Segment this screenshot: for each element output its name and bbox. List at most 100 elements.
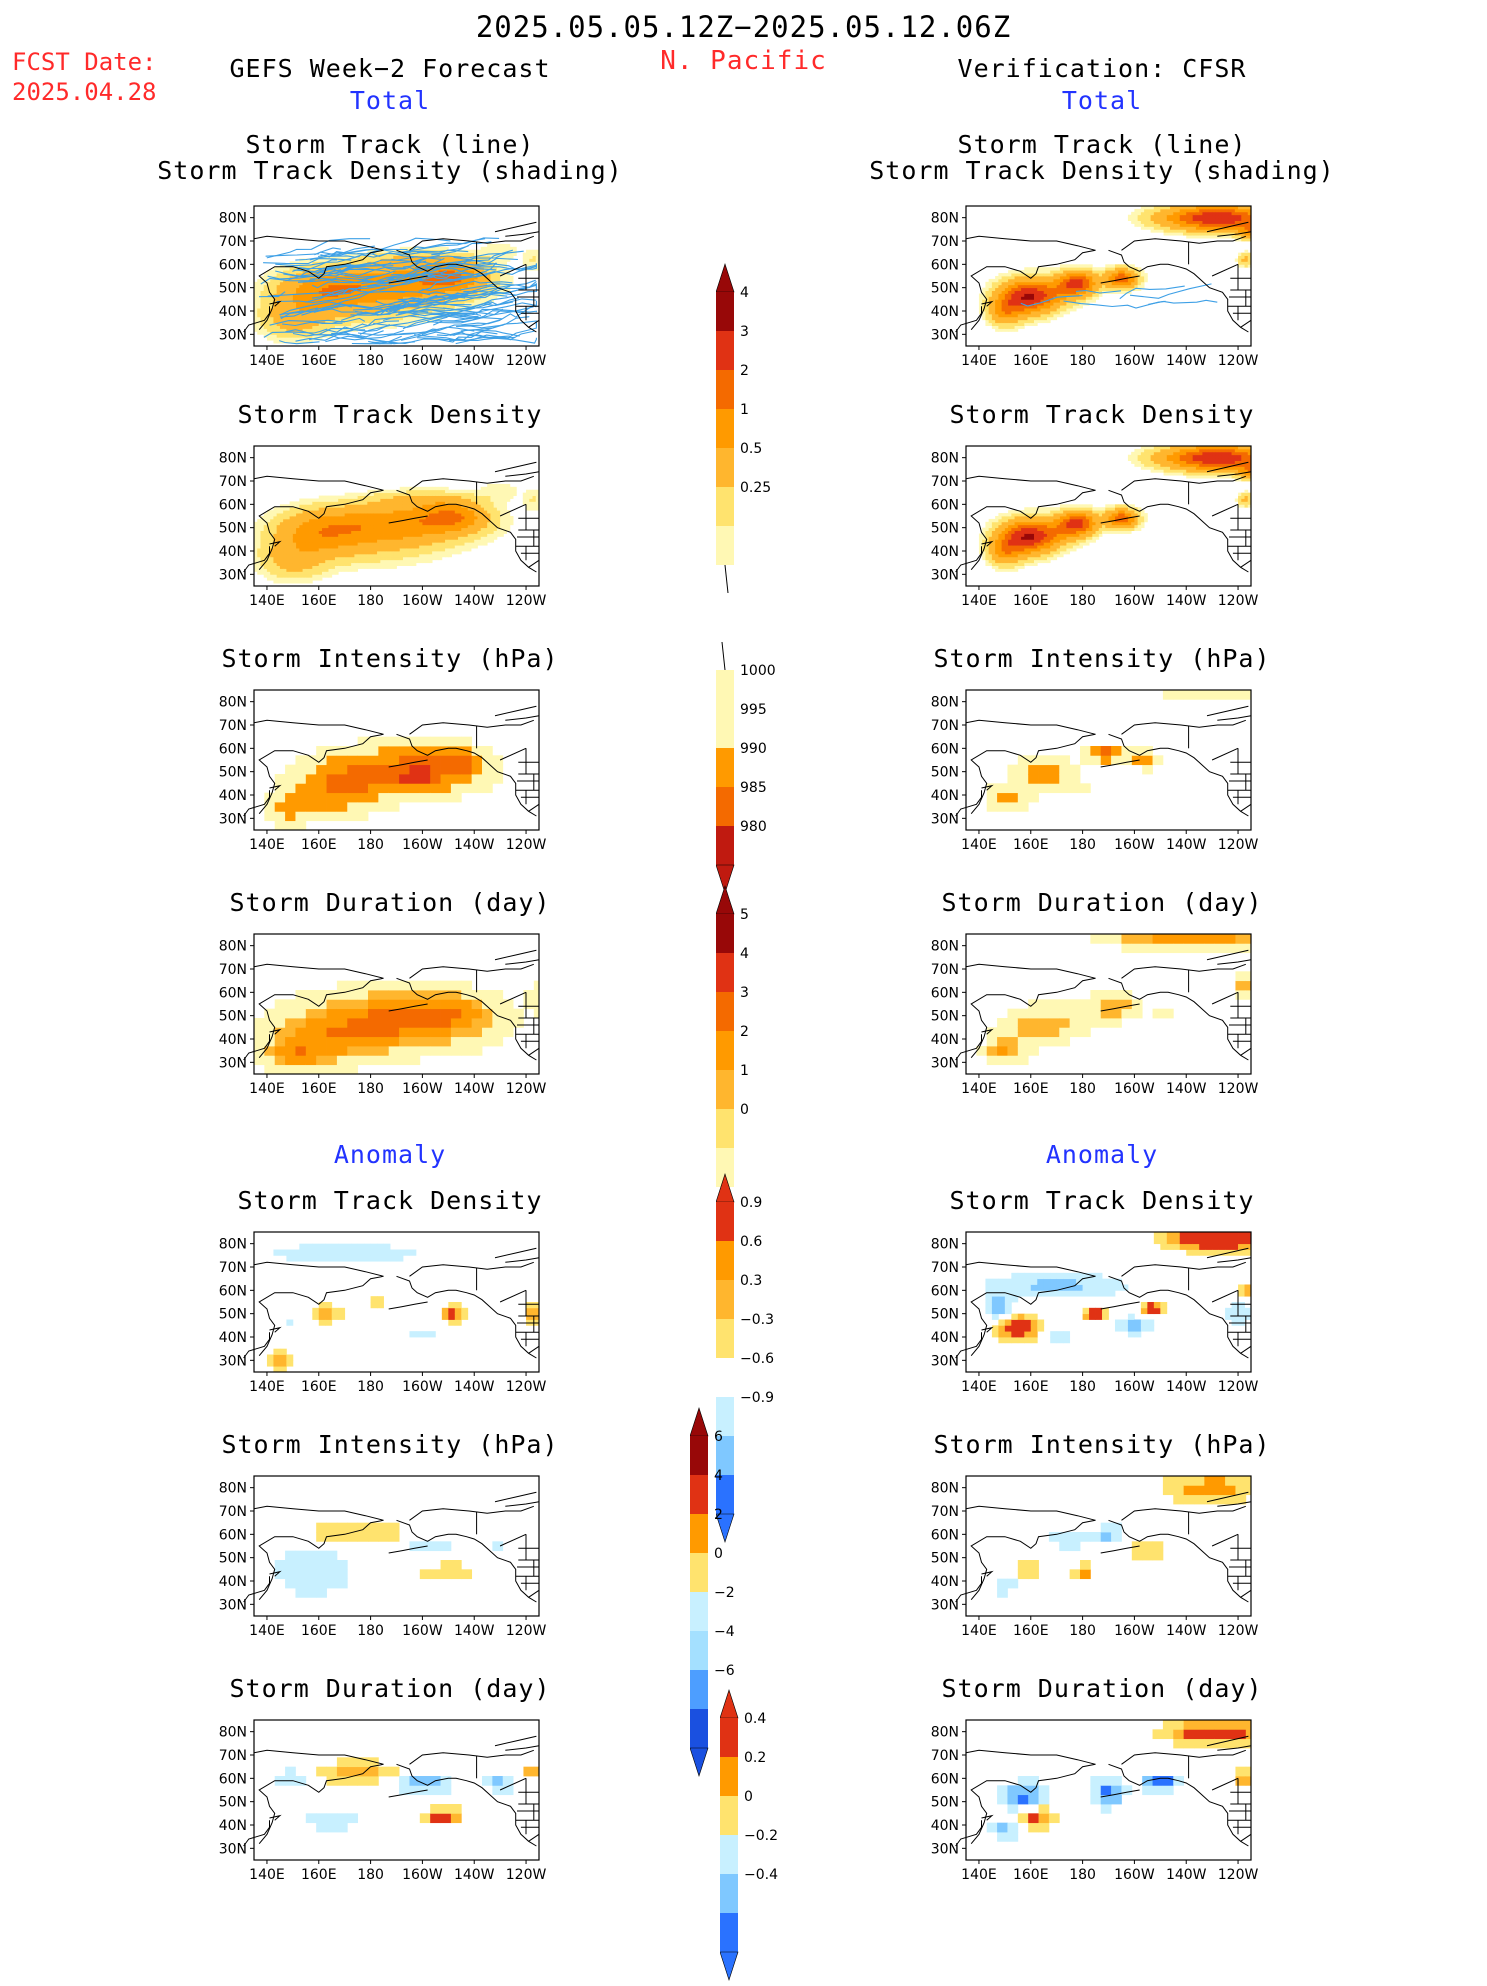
field-cell <box>995 308 999 311</box>
field-cell <box>364 501 368 504</box>
field-cell <box>1063 285 1067 288</box>
field-cell <box>1238 261 1242 264</box>
field-cell <box>416 496 420 499</box>
field-cell <box>374 548 378 551</box>
field-cell <box>264 531 268 534</box>
field-cell <box>400 522 404 525</box>
field-cell <box>416 528 420 531</box>
field-cell <box>419 539 423 542</box>
field-cell <box>322 496 326 499</box>
field-cell <box>296 548 300 551</box>
field-cell <box>1154 215 1158 218</box>
field-cell <box>406 536 410 539</box>
field-cell <box>341 525 345 528</box>
field-cell <box>280 534 284 537</box>
field-cell <box>1180 209 1184 212</box>
field-cell <box>303 528 307 531</box>
border-line <box>1241 320 1251 327</box>
field-cell <box>494 273 498 276</box>
field-cell <box>1141 218 1145 221</box>
field-cell <box>393 510 397 513</box>
field-cell <box>306 528 310 531</box>
field-cell <box>1134 218 1138 221</box>
field-cell <box>371 496 375 499</box>
field-cell <box>1024 320 1028 323</box>
left-density-title: Storm Track Density <box>130 401 650 428</box>
field-cell <box>260 299 264 302</box>
field-cell <box>429 522 433 525</box>
field-cell <box>500 247 504 250</box>
field-cell <box>1196 221 1200 224</box>
field-cell <box>1024 308 1028 311</box>
field-cell <box>374 554 378 557</box>
field-cell <box>354 557 358 560</box>
field-cell <box>1083 296 1087 299</box>
field-cell <box>1015 311 1019 314</box>
field-cell <box>316 548 320 551</box>
lon-tick-label: 120W <box>506 353 547 369</box>
field-cell <box>416 519 420 522</box>
field-cell <box>1222 229 1226 232</box>
field-cell <box>273 522 277 525</box>
field-cell <box>448 504 452 507</box>
field-cell <box>1060 267 1064 270</box>
field-cell <box>1102 273 1106 276</box>
field-cell <box>380 516 384 519</box>
field-cell <box>354 560 358 563</box>
field-cell <box>293 334 297 337</box>
field-cell <box>341 516 345 519</box>
field-cell <box>1105 264 1109 267</box>
field-cell <box>273 528 277 531</box>
field-cell <box>380 554 384 557</box>
field-cell <box>429 501 433 504</box>
field-cell <box>377 504 381 507</box>
field-cell <box>1160 224 1164 227</box>
field-cell <box>257 525 261 528</box>
field-cell <box>998 311 1002 314</box>
field-cell <box>1160 218 1164 221</box>
field-cell <box>1073 308 1077 311</box>
field-cell <box>1232 209 1236 212</box>
field-cell <box>995 282 999 285</box>
field-cell <box>312 507 316 510</box>
field-cell <box>319 569 323 572</box>
field-cell <box>435 528 439 531</box>
field-cell <box>354 566 358 569</box>
field-cell <box>364 534 368 537</box>
field-cell <box>1044 294 1048 297</box>
field-cell <box>264 569 268 572</box>
field-cell <box>328 557 332 560</box>
field-cell <box>367 557 371 560</box>
field-cell <box>439 551 443 554</box>
field-cell <box>1047 267 1051 270</box>
field-cell <box>361 545 365 548</box>
field-cell <box>280 551 284 554</box>
field-cell <box>371 539 375 542</box>
field-cell <box>426 557 430 560</box>
field-cell <box>1183 218 1187 221</box>
field-cell <box>419 519 423 522</box>
field-cell <box>312 501 316 504</box>
field-cell <box>277 273 281 276</box>
field-cell <box>277 580 281 583</box>
field-cell <box>419 285 423 288</box>
field-cell <box>1180 215 1184 218</box>
field-cell <box>452 551 456 554</box>
field-cell <box>448 510 452 513</box>
lon-tick-label: 160E <box>1013 353 1049 369</box>
field-cell <box>384 542 388 545</box>
field-cell <box>403 548 407 551</box>
field-cell <box>995 285 999 288</box>
field-cell <box>341 551 345 554</box>
field-cell <box>299 569 303 572</box>
field-cell <box>435 490 439 493</box>
field-cell <box>384 548 388 551</box>
field-cell <box>361 554 365 557</box>
field-cell <box>283 569 287 572</box>
field-cell <box>312 551 316 554</box>
field-cell <box>384 256 388 259</box>
field-cell <box>328 519 332 522</box>
field-cell <box>452 291 456 294</box>
field-cell <box>312 519 316 522</box>
field-cell <box>1053 305 1057 308</box>
